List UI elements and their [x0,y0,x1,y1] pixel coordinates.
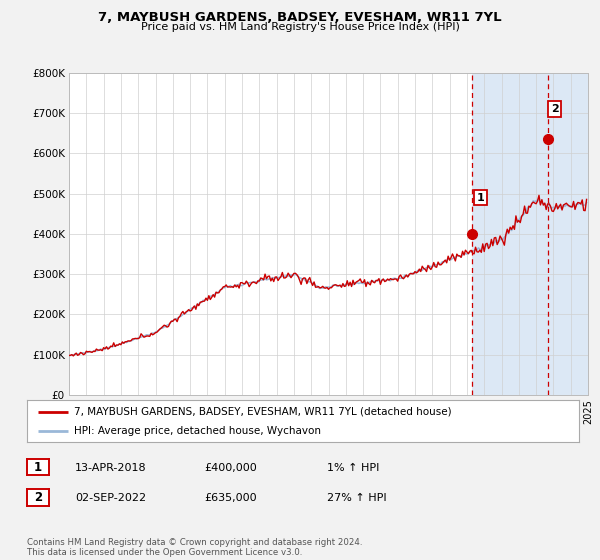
Text: 7, MAYBUSH GARDENS, BADSEY, EVESHAM, WR11 7YL (detached house): 7, MAYBUSH GARDENS, BADSEY, EVESHAM, WR1… [74,407,452,417]
Text: 7, MAYBUSH GARDENS, BADSEY, EVESHAM, WR11 7YL: 7, MAYBUSH GARDENS, BADSEY, EVESHAM, WR1… [98,11,502,24]
Text: 2: 2 [34,491,42,505]
Text: Price paid vs. HM Land Registry's House Price Index (HPI): Price paid vs. HM Land Registry's House … [140,22,460,32]
Text: 1: 1 [34,460,42,474]
Text: 13-APR-2018: 13-APR-2018 [75,463,146,473]
Text: £400,000: £400,000 [204,463,257,473]
Text: 2: 2 [551,104,559,114]
Text: 1: 1 [476,193,484,203]
Text: Contains HM Land Registry data © Crown copyright and database right 2024.
This d: Contains HM Land Registry data © Crown c… [27,538,362,557]
Text: HPI: Average price, detached house, Wychavon: HPI: Average price, detached house, Wych… [74,426,321,436]
Text: 1% ↑ HPI: 1% ↑ HPI [327,463,379,473]
Text: 02-SEP-2022: 02-SEP-2022 [75,493,146,503]
Text: 27% ↑ HPI: 27% ↑ HPI [327,493,386,503]
Text: £635,000: £635,000 [204,493,257,503]
Bar [472,73,588,395]
